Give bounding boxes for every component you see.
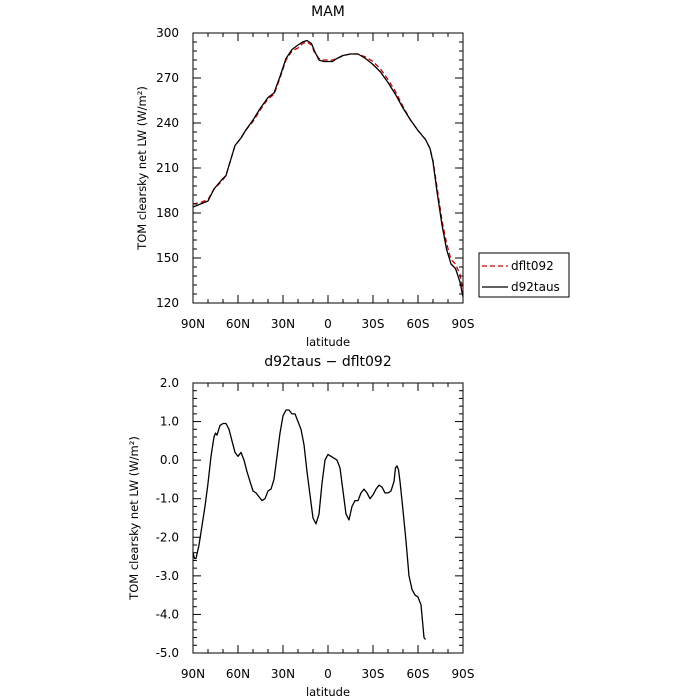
y-tick-label: 300	[156, 26, 179, 40]
x-tick-label: 60S	[407, 317, 430, 331]
series-layer	[192, 409, 427, 640]
y-tick-label: 0.0	[160, 453, 179, 467]
series-line-series-0	[192, 409, 427, 640]
y-axis-label: TOM clearsky net LW (W/m²)	[127, 436, 141, 601]
y-tick-label: 210	[156, 161, 179, 175]
axes-frame	[192, 382, 464, 654]
x-tick-label: 30N	[271, 317, 295, 331]
x-tick-label: 0	[324, 667, 332, 681]
x-tick-label: 90N	[181, 317, 205, 331]
y-tick-label: 1.0	[160, 415, 179, 429]
x-tick-label: 30S	[362, 667, 385, 681]
tick-layer: 90N 60N 30N 0 30S 60S 90S 120 150 180 210 240 270 300	[156, 26, 474, 331]
x-tick-label: 30N	[271, 667, 295, 681]
x-tick-label: 90S	[452, 317, 475, 331]
series-line-dflt092	[192, 41, 464, 292]
plot-frame	[192, 32, 464, 304]
chart-bottom: d92taus − dflt092 90N 60N 30N 0 30S 60S 90S -5.…	[127, 354, 474, 699]
chart-top: MAM 90N 60N 30N 0 30S 60S 90S 120 150 180 210 240 27…	[135, 4, 570, 349]
legend-box	[478, 252, 570, 298]
y-tick-label: -1.0	[156, 492, 179, 506]
chart-title: MAM	[311, 4, 345, 20]
x-tick-label: 60S	[407, 667, 430, 681]
series-layer	[192, 39, 464, 298]
y-tick-label: 270	[156, 71, 179, 85]
x-tick-label: 90N	[181, 667, 205, 681]
y-tick-label: -2.0	[156, 530, 179, 544]
y-tick-label: -5.0	[156, 646, 179, 660]
tick-layer: 90N 60N 30N 0 30S 60S 90S -5.0 -4.0 -3.0 -2.0 -1.0 0…	[156, 376, 475, 681]
y-axis-label: TOM clearsky net LW (W/m²)	[135, 86, 149, 251]
y-tick-label: 180	[156, 206, 179, 220]
y-tick-label: 120	[156, 296, 179, 310]
y-tick-label: 240	[156, 116, 179, 130]
x-tick-label: 60N	[226, 317, 250, 331]
y-tick-label: -4.0	[156, 607, 179, 621]
x-axis-label: latitude	[306, 335, 350, 349]
series-line-d92taus	[192, 39, 464, 298]
legend-label-d92taus: d92taus	[511, 280, 560, 294]
legend-label-dflt092: dflt092	[511, 259, 554, 273]
y-tick-label: 2.0	[160, 376, 179, 390]
x-tick-label: 60N	[226, 667, 250, 681]
x-tick-label: 0	[324, 317, 332, 331]
y-tick-label: 150	[156, 251, 179, 265]
x-axis-label: latitude	[306, 685, 350, 699]
chart-title: d92taus − dflt092	[264, 354, 391, 370]
legend: dflt092 d92taus	[478, 252, 570, 298]
y-tick-label: -3.0	[156, 569, 179, 583]
x-tick-label: 30S	[362, 317, 385, 331]
x-tick-label: 90S	[452, 667, 475, 681]
axes-frame	[192, 32, 464, 304]
plot-frame	[192, 382, 464, 654]
